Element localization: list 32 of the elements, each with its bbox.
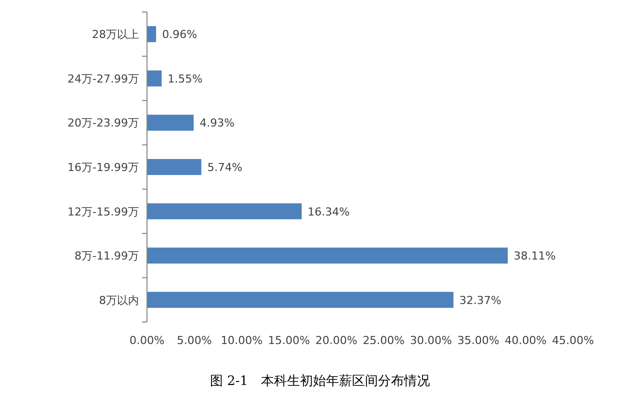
y-tick-label: 8万-11.99万 bbox=[74, 250, 139, 263]
caption: 图 2-1 本科生初始年薪区间分布情况 bbox=[210, 374, 430, 389]
x-tick-label: 25.00% bbox=[362, 334, 405, 347]
data-label: 4.93% bbox=[200, 116, 235, 130]
x-tick-label: 45.00% bbox=[552, 334, 594, 347]
bar bbox=[147, 292, 454, 308]
data-label: 5.74% bbox=[207, 161, 242, 174]
bar bbox=[147, 248, 508, 264]
x-tick-label: 20.00% bbox=[315, 334, 358, 347]
x-tick-label: 40.00% bbox=[504, 334, 547, 347]
bar bbox=[147, 203, 302, 220]
x-tick-label: 0.00% bbox=[130, 334, 164, 347]
bar bbox=[147, 26, 156, 42]
data-label: 0.96% bbox=[162, 28, 198, 42]
bar bbox=[147, 114, 194, 131]
x-tick-label: 10.00% bbox=[220, 334, 263, 347]
bar bbox=[147, 159, 202, 175]
x-tick-label: 30.00% bbox=[410, 334, 452, 347]
y-tick-label: 28万以上 bbox=[92, 28, 139, 42]
x-tick-label: 5.00% bbox=[176, 334, 212, 347]
y-tick-label: 12万-15.99万 bbox=[68, 205, 139, 218]
y-tick-label: 20万-23.99万 bbox=[68, 116, 139, 130]
data-label: 1.55% bbox=[168, 72, 203, 86]
data-label: 32.37% bbox=[459, 294, 502, 307]
x-tick-label: 15.00% bbox=[268, 334, 310, 347]
y-tick-label: 24万-27.99万 bbox=[68, 72, 139, 86]
x-tick-label: 35.00% bbox=[457, 334, 500, 347]
y-tick-label: 16万-19.99万 bbox=[68, 161, 139, 174]
data-label: 16.34% bbox=[308, 205, 350, 218]
y-tick-label: 8万以内 bbox=[99, 294, 139, 307]
bar bbox=[147, 70, 162, 86]
data-label: 38.11% bbox=[514, 250, 556, 263]
